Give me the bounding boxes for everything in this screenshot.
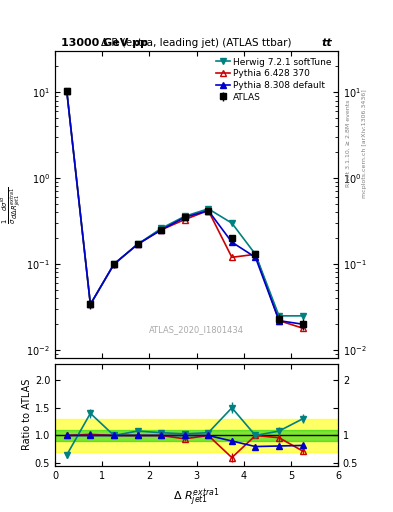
Herwig 7.2.1 softTune	[135, 241, 140, 247]
Pythia 6.428 370	[112, 261, 116, 267]
Pythia 8.308 default	[88, 302, 93, 308]
Herwig 7.2.1 softTune	[159, 225, 163, 231]
Bar	[55, 419, 338, 452]
Herwig 7.2.1 softTune	[300, 313, 305, 319]
Pythia 6.428 370	[159, 227, 163, 233]
Text: tt: tt	[321, 38, 332, 48]
Title: Δ R (extra, leading jet) (ATLAS ttbar): Δ R (extra, leading jet) (ATLAS ttbar)	[101, 38, 292, 48]
Pythia 6.428 370	[300, 325, 305, 331]
Pythia 6.428 370	[277, 317, 281, 324]
Herwig 7.2.1 softTune	[182, 213, 187, 219]
Line: Pythia 8.308 default: Pythia 8.308 default	[64, 89, 305, 327]
Herwig 7.2.1 softTune	[112, 261, 116, 267]
Line: Pythia 6.428 370: Pythia 6.428 370	[64, 89, 305, 331]
Text: ATLAS_2020_I1801434: ATLAS_2020_I1801434	[149, 325, 244, 334]
Pythia 6.428 370	[135, 241, 140, 247]
Pythia 6.428 370	[88, 302, 93, 308]
Pythia 6.428 370	[230, 254, 234, 261]
Line: Herwig 7.2.1 softTune: Herwig 7.2.1 softTune	[64, 89, 305, 318]
Herwig 7.2.1 softTune	[206, 206, 211, 212]
Legend: Herwig 7.2.1 softTune, Pythia 6.428 370, Pythia 8.308 default, ATLAS: Herwig 7.2.1 softTune, Pythia 6.428 370,…	[212, 54, 335, 105]
Text: Rivet 3.1.10, ≥ 2.8M events: Rivet 3.1.10, ≥ 2.8M events	[346, 100, 351, 187]
Bar	[55, 430, 338, 441]
Y-axis label: $\frac{1}{\sigma}\frac{d\sigma^{id}}{d\Delta R_{jet1}^{extra1}}$: $\frac{1}{\sigma}\frac{d\sigma^{id}}{d\D…	[0, 186, 24, 224]
Pythia 8.308 default	[159, 227, 163, 233]
Pythia 6.428 370	[64, 89, 69, 95]
Pythia 8.308 default	[135, 241, 140, 247]
Pythia 8.308 default	[64, 89, 69, 95]
X-axis label: $\Delta$ $R_{jet1}^{extra1}$: $\Delta$ $R_{jet1}^{extra1}$	[173, 486, 220, 508]
Pythia 8.308 default	[112, 261, 116, 267]
Pythia 8.308 default	[253, 254, 258, 261]
Pythia 8.308 default	[300, 321, 305, 327]
Pythia 6.428 370	[253, 251, 258, 258]
Pythia 8.308 default	[230, 239, 234, 245]
Herwig 7.2.1 softTune	[277, 313, 281, 319]
Pythia 8.308 default	[206, 207, 211, 214]
Herwig 7.2.1 softTune	[64, 89, 69, 95]
Pythia 8.308 default	[182, 215, 187, 221]
Herwig 7.2.1 softTune	[253, 251, 258, 258]
Pythia 6.428 370	[206, 207, 211, 214]
Pythia 8.308 default	[277, 317, 281, 324]
Text: 13000 GeV pp: 13000 GeV pp	[61, 38, 148, 48]
Y-axis label: Ratio to ATLAS: Ratio to ATLAS	[22, 379, 32, 451]
Text: mcplots.cern.ch [arXiv:1306.3436]: mcplots.cern.ch [arXiv:1306.3436]	[362, 89, 367, 198]
Pythia 6.428 370	[182, 217, 187, 223]
Herwig 7.2.1 softTune	[230, 220, 234, 226]
Herwig 7.2.1 softTune	[88, 302, 93, 308]
